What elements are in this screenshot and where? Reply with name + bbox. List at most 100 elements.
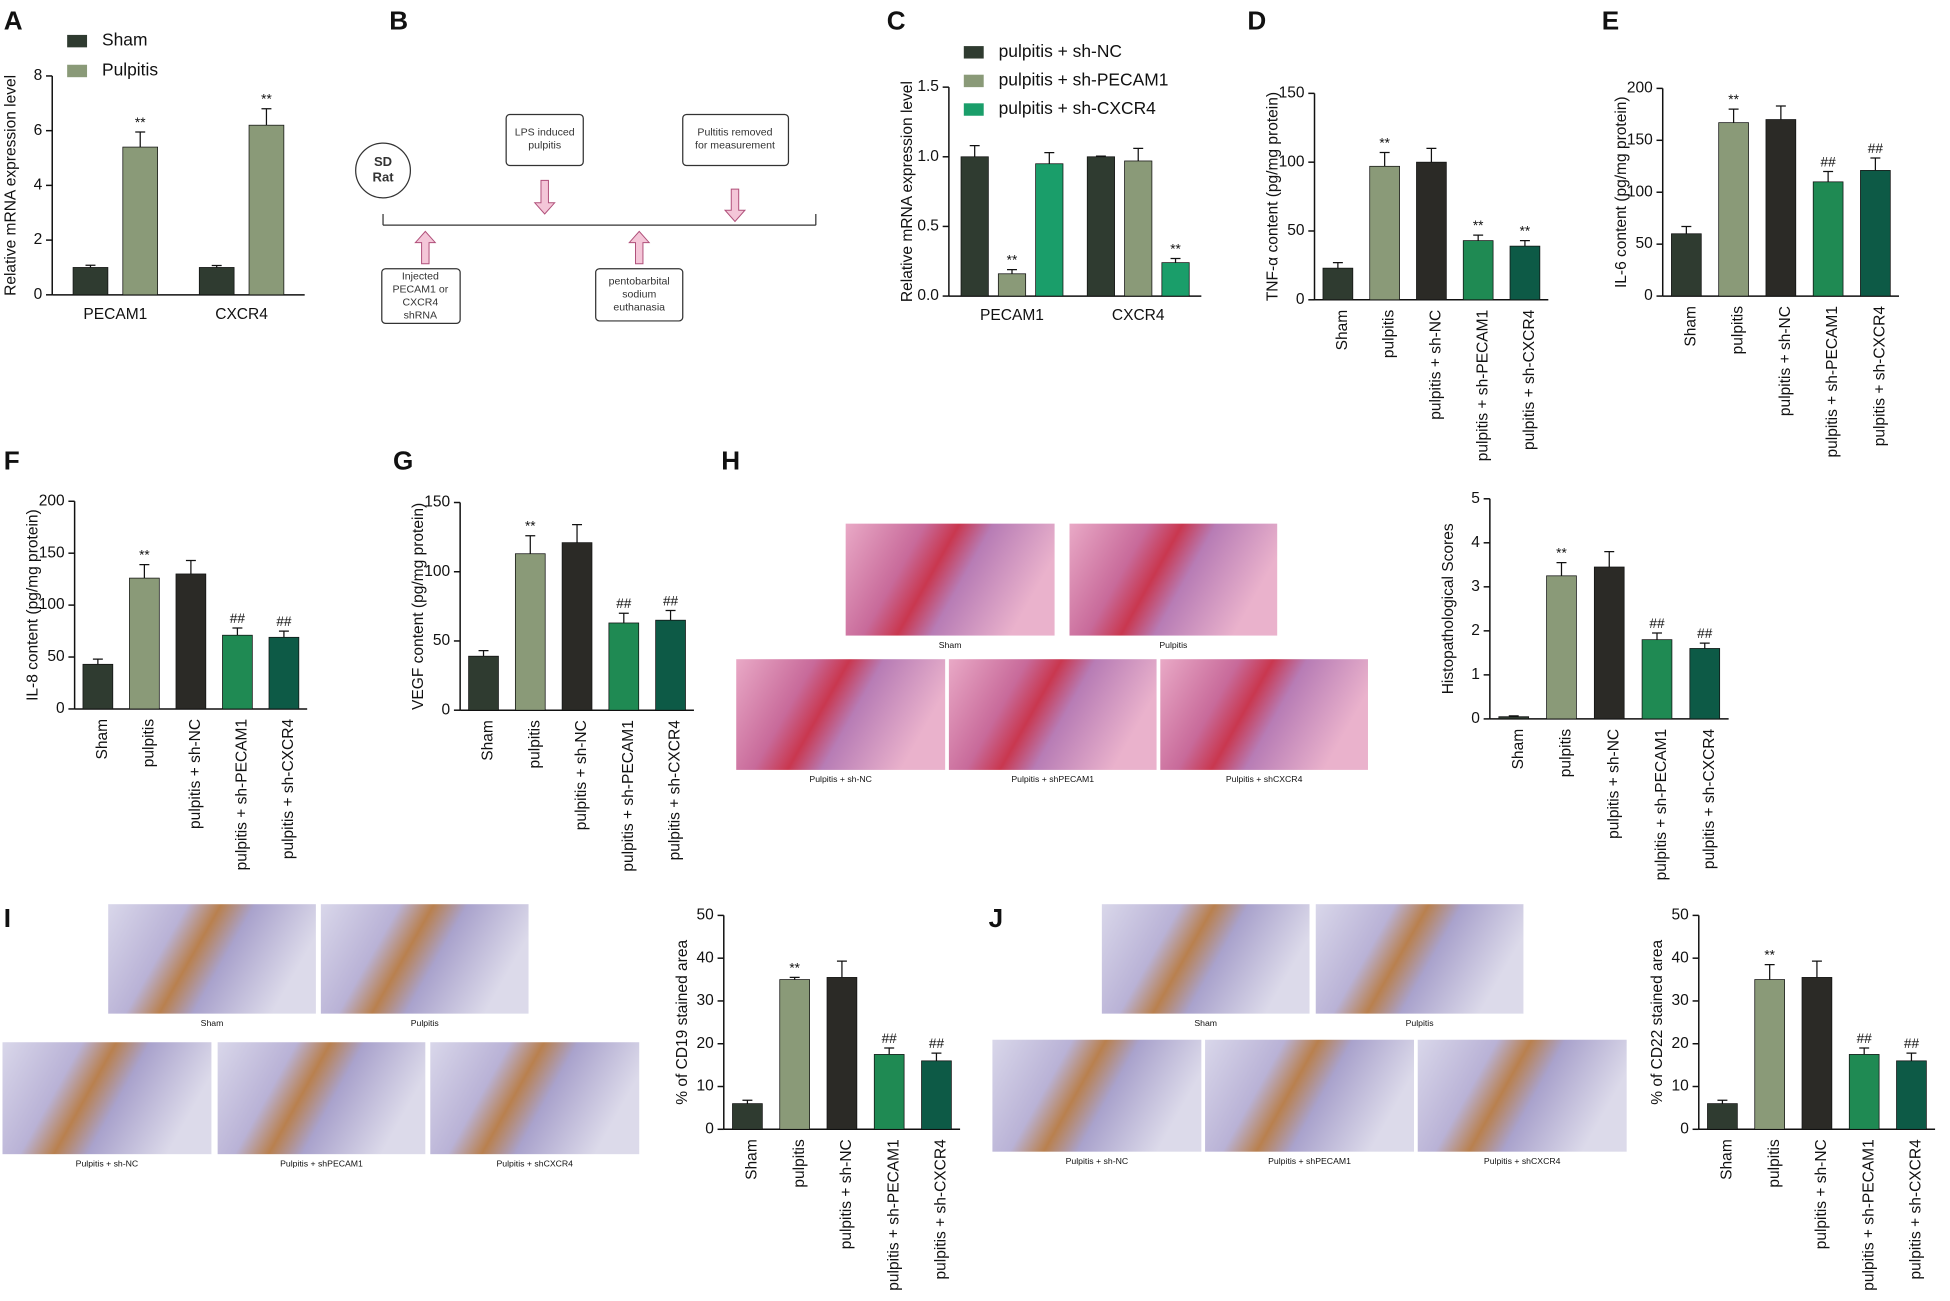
micrograph	[992, 1039, 1202, 1152]
micrograph	[1205, 1039, 1414, 1152]
y-tick-label: 4	[1471, 534, 1480, 551]
diagram-text: Pultitis removed	[697, 127, 772, 139]
y-tick-label: 100	[1279, 153, 1305, 170]
legend-label: pulpitis + sh-PECAM1	[999, 70, 1169, 90]
bar	[1035, 163, 1064, 297]
bar	[1718, 122, 1749, 297]
arrows	[414, 179, 747, 265]
x-tick-label: pulpitis + sh-PECAM1	[233, 719, 250, 871]
micrograph	[1315, 904, 1524, 1014]
bar	[732, 1103, 763, 1130]
micrograph-caption: Sham	[201, 1018, 224, 1028]
micrograph-caption: Pulpitis + shPECAM1	[1268, 1156, 1351, 1166]
x-tick-label: pulpitis + sh-CXCR4	[933, 1139, 950, 1280]
bar	[1322, 267, 1354, 301]
legend-label: Pulpitis	[102, 60, 158, 80]
y-tick-label: 150	[424, 494, 450, 511]
bar	[1765, 119, 1797, 297]
micrograph-caption: Pulpitis + shPECAM1	[1011, 774, 1094, 784]
bar	[1498, 716, 1530, 720]
y-tick-label: 0.5	[917, 218, 939, 235]
y-axis-label: IL-6 content (pg/mg protein)	[1613, 96, 1630, 288]
bar	[1801, 977, 1833, 1130]
x-tick-label: pulpitis + sh-PECAM1	[1653, 729, 1670, 881]
bar	[468, 655, 499, 711]
panel-label: B	[389, 5, 408, 35]
y-tick-label: 0	[34, 286, 43, 303]
panel-label: H	[721, 446, 740, 476]
error-bar	[1870, 157, 1881, 171]
legend-label: pulpitis + sh-NC	[999, 41, 1122, 61]
x-tick-label: pulpitis + sh-CXCR4	[1701, 729, 1718, 870]
micrograph-caption: Sham	[1194, 1018, 1217, 1028]
micrograph-caption: Pulpitis + shCXCR4	[1226, 774, 1303, 784]
error-bar	[1728, 108, 1739, 123]
error-bar	[261, 108, 272, 126]
legend-swatch	[67, 64, 88, 78]
bar	[1689, 648, 1721, 720]
bar	[1896, 1060, 1927, 1130]
bar	[1086, 156, 1115, 297]
error-bar	[1133, 147, 1144, 161]
micrograph	[320, 904, 529, 1014]
significance: ##	[1904, 1036, 1920, 1051]
micrograph-caption: Pulpitis	[1159, 640, 1188, 650]
x-tick-label: pulpitis + sh-CXCR4	[280, 719, 297, 860]
x-tick-label: pulpitis + sh-CXCR4	[1908, 1139, 1925, 1280]
error-bar	[1859, 1047, 1870, 1055]
error-bar	[665, 609, 676, 621]
significance: ##	[663, 593, 679, 608]
significance: ##	[616, 596, 632, 611]
bar	[1848, 1054, 1880, 1130]
significance: **	[135, 115, 146, 130]
x-tick-label: pulpitis	[1766, 1139, 1783, 1188]
diagram-text: PECAM1 or	[392, 283, 448, 295]
x-tick-label: pulpitis + sh-CXCR4	[667, 720, 684, 861]
bar	[655, 619, 686, 711]
error-bar	[1508, 715, 1519, 717]
bar	[561, 542, 593, 711]
micrograph	[1417, 1039, 1627, 1152]
x-tick-label: pulpitis	[791, 1139, 808, 1188]
bar	[129, 577, 160, 710]
y-tick-label: 200	[1627, 79, 1653, 96]
diagram-text: pulpitis	[528, 140, 561, 152]
bar	[1161, 262, 1190, 297]
y-tick-label: 10	[697, 1078, 715, 1095]
significance: ##	[1697, 626, 1713, 641]
significance: ##	[1649, 616, 1665, 631]
significance: **	[1473, 218, 1484, 233]
legend-swatch	[963, 103, 984, 116]
bar	[72, 267, 109, 296]
x-tick-label: pulpitis + sh-PECAM1	[620, 720, 637, 871]
bar	[779, 979, 810, 1130]
timeline	[355, 113, 817, 325]
x-tick-label: pulpitis	[1381, 310, 1398, 359]
x-tick-label: CXCR4	[1112, 307, 1165, 324]
error-bar	[139, 563, 150, 579]
micrograph	[217, 1042, 426, 1155]
error-bar	[789, 976, 800, 980]
error-bar	[211, 264, 222, 268]
y-tick-label: 200	[39, 492, 65, 509]
y-axis-label: % of CD19 stained area	[674, 940, 691, 1105]
y-tick-label: 2	[1471, 622, 1480, 639]
y-tick-label: 100	[39, 596, 65, 613]
y-tick-label: 150	[1279, 84, 1305, 101]
x-tick-label: pulpitis + sh-CXCR4	[1521, 309, 1538, 450]
significance: ##	[1868, 141, 1884, 156]
error-bar	[92, 658, 103, 665]
significance: ##	[276, 614, 292, 629]
error-bar	[836, 960, 847, 978]
error-bar	[185, 559, 196, 574]
significance: ##	[230, 611, 246, 626]
error-bar	[572, 524, 583, 543]
micrograph-caption: Pulpitis	[1406, 1018, 1435, 1028]
bar	[1860, 170, 1891, 297]
bar	[873, 1054, 905, 1130]
panel-label: G	[393, 446, 413, 476]
legend-swatch	[963, 74, 984, 88]
micrograph	[1101, 904, 1310, 1014]
y-tick-label: 8	[34, 67, 43, 84]
y-axis-label: TNF-α content (pg/mg protein)	[1265, 92, 1282, 301]
